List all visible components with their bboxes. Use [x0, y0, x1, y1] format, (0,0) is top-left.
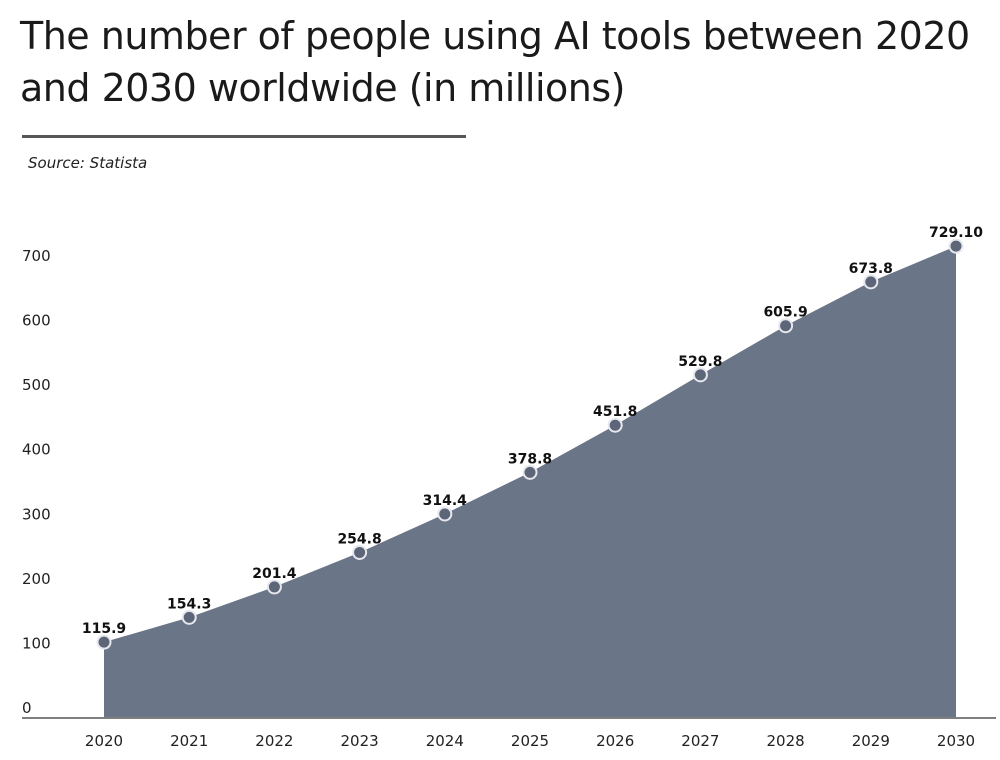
y-tick-label: 400	[22, 441, 51, 459]
x-tick-label: 2027	[681, 732, 719, 750]
x-tick-label: 2023	[341, 732, 379, 750]
data-label: 378.8	[508, 451, 552, 467]
y-tick-label: 700	[22, 247, 51, 265]
data-label: 201.4	[252, 566, 297, 582]
x-tick-label: 2020	[85, 732, 123, 750]
area-series	[104, 246, 956, 717]
data-point-marker	[607, 417, 623, 433]
x-tick-label: 2024	[426, 732, 464, 750]
x-tick-label: 2021	[170, 732, 208, 750]
y-tick-label: 100	[22, 634, 51, 652]
data-label: 154.3	[167, 596, 211, 612]
y-tick-label: 0	[22, 699, 32, 717]
data-label: 451.8	[593, 404, 637, 420]
x-tick-label: 2030	[937, 732, 975, 750]
data-point-marker	[948, 238, 964, 254]
data-point-marker	[181, 609, 197, 625]
y-tick-label: 600	[22, 312, 51, 330]
data-label: 115.9	[82, 621, 126, 637]
data-point-marker	[352, 544, 368, 560]
y-tick-label: 200	[22, 570, 51, 588]
data-label: 254.8	[337, 531, 381, 547]
x-tick-label: 2029	[852, 732, 890, 750]
chart-title: The number of people using AI tools betw…	[20, 14, 970, 110]
data-label: 729.10	[929, 225, 983, 241]
data-label: 605.9	[763, 305, 807, 321]
x-tick-label: 2025	[511, 732, 549, 750]
y-tick-label: 500	[22, 376, 51, 394]
x-tick-label: 2022	[255, 732, 293, 750]
data-point-marker	[266, 579, 282, 595]
data-label: 673.8	[849, 261, 893, 277]
data-point-marker	[778, 318, 794, 334]
x-tick-label: 2026	[596, 732, 634, 750]
source-note: Source: Statista	[28, 154, 148, 172]
y-tick-label: 300	[22, 505, 51, 523]
data-point-marker	[437, 506, 453, 522]
data-label: 314.4	[423, 493, 468, 509]
title-divider	[22, 135, 466, 138]
x-tick-label: 2028	[767, 732, 805, 750]
data-point-marker	[96, 634, 112, 650]
data-label: 529.8	[678, 354, 722, 370]
data-point-marker	[522, 464, 538, 480]
data-point-marker	[692, 367, 708, 383]
data-point-marker	[863, 274, 879, 290]
